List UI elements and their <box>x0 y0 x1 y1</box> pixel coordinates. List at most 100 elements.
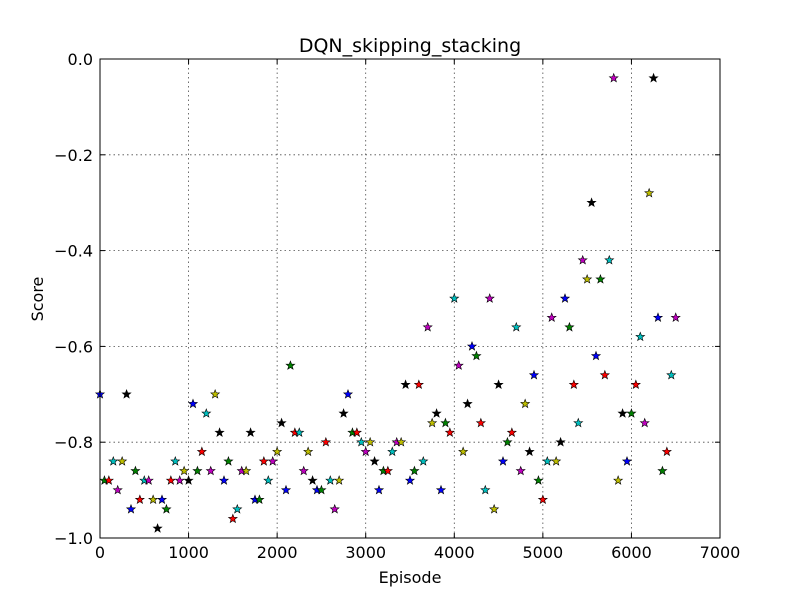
chart-title: DQN_skipping_stacking <box>299 35 521 57</box>
data-point <box>263 475 274 485</box>
y-tick-label: −0.4 <box>54 242 93 261</box>
data-point <box>497 456 509 466</box>
data-point <box>427 417 438 428</box>
data-point <box>125 503 137 514</box>
data-point <box>254 494 265 505</box>
data-point <box>537 494 548 505</box>
data-point <box>652 312 664 322</box>
y-tick-label: 0.0 <box>68 50 93 69</box>
data-point <box>369 456 380 466</box>
x-axis-label: Episode <box>379 568 442 587</box>
data-point <box>586 197 597 208</box>
data-point <box>546 312 557 322</box>
data-point <box>227 513 238 524</box>
x-tick-label: 4000 <box>434 543 475 562</box>
data-point <box>573 417 584 428</box>
data-point <box>303 446 314 457</box>
data-point <box>462 398 473 409</box>
data-point <box>551 456 562 466</box>
data-point <box>555 436 566 447</box>
data-point <box>666 369 677 380</box>
data-point <box>201 408 212 418</box>
data-point <box>480 484 491 495</box>
x-tick-label: 3000 <box>345 543 386 562</box>
data-point <box>329 503 340 514</box>
x-tick-label: 7000 <box>700 543 741 562</box>
data-point <box>382 465 393 476</box>
data-point <box>387 446 398 457</box>
data-point <box>440 417 451 428</box>
y-tick-labels: 0.0 −0.2 −0.4 −0.6 −0.8 −1.0 <box>54 50 93 548</box>
data-point <box>298 465 309 476</box>
data-point <box>453 360 464 370</box>
data-point <box>524 446 535 457</box>
data-point <box>117 456 128 466</box>
data-point <box>409 465 420 476</box>
data-point <box>599 369 610 380</box>
data-point <box>210 388 221 399</box>
axis-ticks <box>99 58 721 539</box>
data-point <box>590 350 602 361</box>
data-point <box>639 417 650 428</box>
data-point <box>174 475 185 485</box>
y-tick-label: −1.0 <box>54 529 93 548</box>
data-point <box>617 408 628 418</box>
data-point <box>431 408 442 418</box>
data-point <box>502 436 513 447</box>
data-point <box>285 360 296 370</box>
data-point <box>577 254 588 265</box>
data-point <box>360 446 371 457</box>
data-point <box>396 436 407 447</box>
data-point <box>334 475 345 485</box>
data-point <box>342 388 354 399</box>
data-point <box>112 484 123 495</box>
x-tick-label: 0 <box>95 543 105 562</box>
data-point <box>161 503 172 514</box>
y-tick-label: −0.6 <box>54 337 93 356</box>
data-point <box>444 427 455 437</box>
data-point <box>515 465 526 476</box>
data-point <box>192 465 203 476</box>
data-point <box>143 475 154 485</box>
data-point <box>506 427 517 437</box>
data-point <box>156 494 168 505</box>
data-point <box>661 446 672 457</box>
data-point <box>449 293 460 303</box>
data-point <box>121 388 132 399</box>
y-axis-label: Score <box>28 277 47 322</box>
data-point <box>320 436 331 447</box>
plot-frame <box>99 58 721 539</box>
data-point <box>435 484 447 495</box>
data-point <box>267 456 278 466</box>
data-point <box>568 379 579 390</box>
data-point <box>559 293 571 303</box>
data-point <box>413 379 424 390</box>
data-point <box>280 484 292 495</box>
data-point <box>196 446 207 457</box>
data-point <box>103 475 114 485</box>
x-tick-label: 2000 <box>257 543 298 562</box>
data-point <box>528 369 540 380</box>
data-point <box>356 436 367 447</box>
y-tick-label: −0.8 <box>54 433 93 452</box>
data-point <box>245 427 256 437</box>
data-point <box>626 408 637 418</box>
data-point <box>351 427 362 437</box>
data-point <box>613 475 624 485</box>
data-point <box>400 379 411 390</box>
data-point <box>422 321 433 332</box>
data-point <box>635 331 646 342</box>
data-point <box>294 427 305 437</box>
data-point <box>108 456 119 466</box>
y-tick-label: −0.2 <box>54 146 93 165</box>
data-point <box>657 465 668 476</box>
data-point <box>484 293 495 303</box>
data-point <box>621 456 633 466</box>
data-point <box>134 494 145 505</box>
data-point <box>316 484 327 495</box>
data-point <box>179 465 190 476</box>
data-point <box>223 456 234 466</box>
data-point <box>475 417 486 428</box>
data-point <box>418 456 429 466</box>
data-point <box>511 321 522 332</box>
